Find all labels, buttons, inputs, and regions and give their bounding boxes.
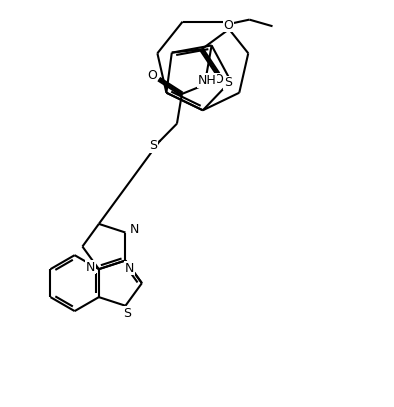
Text: O: O (223, 19, 233, 32)
Text: NH: NH (197, 74, 216, 87)
Text: O: O (147, 69, 157, 82)
Text: N: N (85, 261, 95, 274)
Text: S: S (123, 307, 132, 320)
Text: N: N (129, 223, 139, 236)
Text: S: S (224, 77, 232, 90)
Text: N: N (125, 262, 134, 275)
Text: S: S (150, 139, 158, 152)
Text: O: O (213, 73, 223, 86)
